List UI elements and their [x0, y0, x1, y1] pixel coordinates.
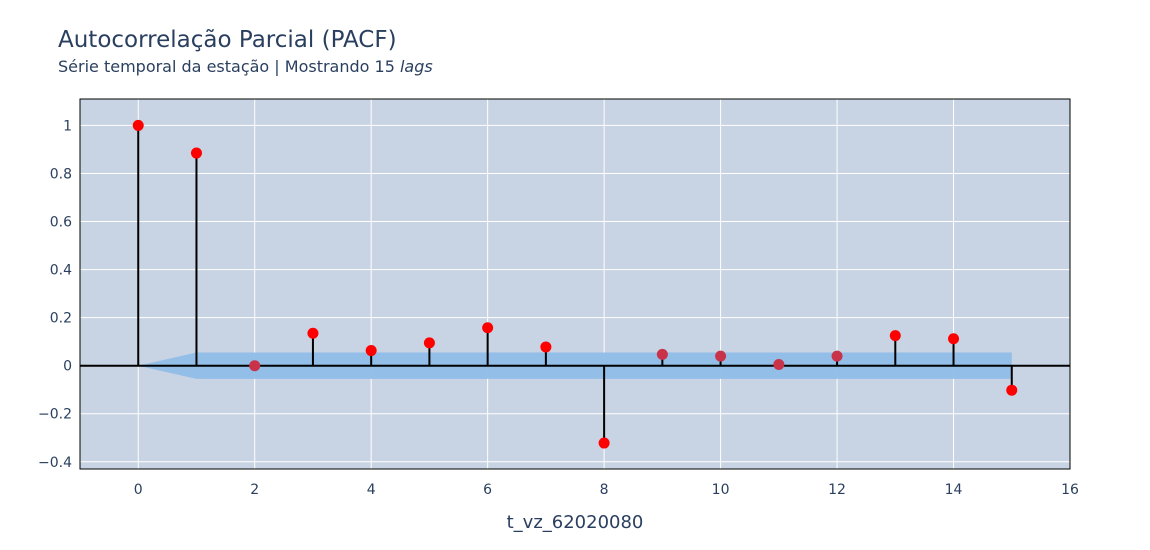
marker-lag-9[interactable]: [656, 348, 668, 360]
marker-lag-4[interactable]: [365, 345, 377, 357]
marker-lag-13[interactable]: [889, 330, 901, 342]
x-tick-label: 8: [600, 482, 609, 498]
x-tick-labels: 0 2 4 6 8 10 12 14 16: [134, 482, 1079, 498]
marker-lag-0[interactable]: [132, 119, 144, 131]
chart-subtitle: Série temporal da estação | Mostrando 15…: [58, 57, 433, 76]
marker-lag-3[interactable]: [307, 327, 319, 339]
y-tick-label: 0: [63, 359, 72, 375]
x-tick-label: 16: [1061, 482, 1079, 498]
y-tick-label: 1: [63, 118, 72, 134]
x-axis-label: t_vz_62020080: [507, 512, 644, 533]
marker-lag-10[interactable]: [715, 350, 727, 362]
x-tick-label: 14: [945, 482, 963, 498]
marker-lag-2[interactable]: [249, 360, 261, 372]
marker-lag-1[interactable]: [190, 147, 202, 159]
marker-lag-5[interactable]: [423, 337, 435, 349]
marker-lag-8[interactable]: [598, 437, 610, 449]
marker-lag-12[interactable]: [831, 350, 843, 362]
marker-lag-6[interactable]: [482, 322, 494, 334]
marker-lag-11[interactable]: [773, 358, 785, 370]
y-tick-label: 0.8: [50, 166, 72, 182]
marker-lag-14[interactable]: [948, 333, 960, 345]
marker-lag-15[interactable]: [1006, 384, 1018, 396]
y-tick-labels: −0.4 −0.2 0 0.2 0.4 0.6 0.8 1: [38, 118, 72, 470]
x-tick-label: 4: [367, 482, 376, 498]
y-tick-label: 0.4: [50, 263, 72, 279]
subtitle-text: Série temporal da estação | Mostrando 15: [58, 57, 400, 76]
subtitle-italic-text: lags: [399, 57, 433, 76]
y-tick-label: −0.2: [38, 407, 72, 423]
marker-lag-7[interactable]: [540, 341, 552, 353]
y-tick-label: −0.4: [38, 455, 72, 471]
plot-area: [80, 99, 1070, 469]
plot-border: [79, 98, 1071, 470]
chart-title: Autocorrelação Parcial (PACF): [58, 27, 397, 53]
x-tick-label: 2: [250, 482, 259, 498]
x-tick-label: 12: [828, 482, 846, 498]
x-tick-label: 6: [483, 482, 492, 498]
markers: [132, 119, 1018, 449]
x-tick-label: 10: [712, 482, 730, 498]
y-tick-label: 0.6: [50, 215, 72, 231]
x-tick-label: 0: [134, 482, 143, 498]
y-tick-label: 0.2: [50, 311, 72, 327]
